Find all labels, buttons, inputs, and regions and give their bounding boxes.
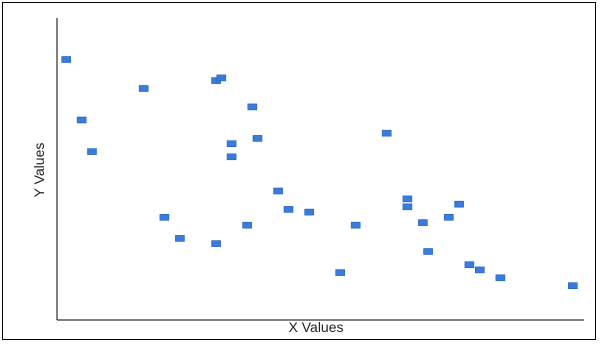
- x-axis-label: X Values: [289, 319, 344, 335]
- data-point: [350, 221, 361, 229]
- data-point: [87, 148, 97, 155]
- data-point: [402, 203, 413, 211]
- data-point: [76, 116, 87, 124]
- data-point: [335, 269, 346, 276]
- data-point: [402, 195, 413, 203]
- data-point: [464, 261, 475, 269]
- data-points: [61, 56, 578, 290]
- data-point: [252, 135, 263, 142]
- data-point: [247, 103, 258, 111]
- data-point: [283, 206, 294, 213]
- data-point: [304, 208, 315, 216]
- data-point: [474, 266, 485, 274]
- data-point: [226, 153, 237, 161]
- data-point: [61, 56, 72, 63]
- data-point: [423, 248, 433, 255]
- data-point: [273, 187, 283, 195]
- data-point: [242, 221, 252, 229]
- data-point: [443, 214, 454, 221]
- data-point: [138, 85, 149, 92]
- data-point: [211, 240, 221, 247]
- chart-frame: [2, 2, 596, 340]
- data-point: [381, 129, 392, 137]
- data-point: [226, 140, 237, 147]
- data-point: [418, 219, 428, 226]
- data-point: [495, 274, 506, 282]
- data-point: [216, 74, 227, 82]
- data-point: [175, 235, 185, 242]
- data-point: [159, 214, 170, 221]
- data-point: [454, 200, 464, 208]
- data-point: [567, 282, 578, 290]
- y-axis-label: Y Values: [31, 143, 47, 198]
